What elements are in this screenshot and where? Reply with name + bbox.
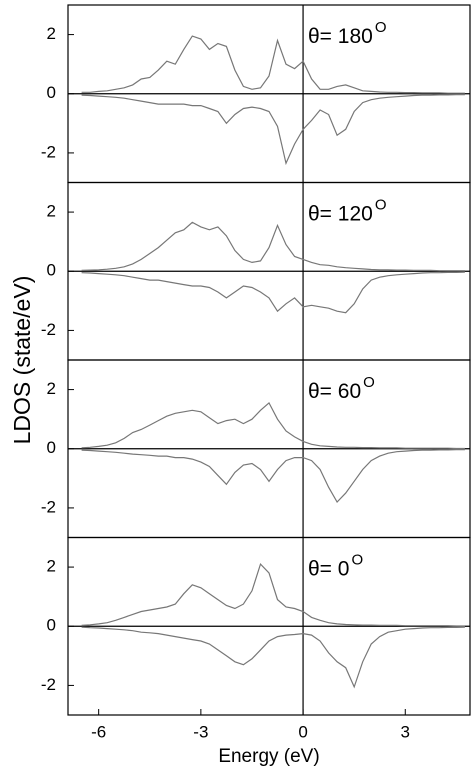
- annotation-text: θ= 0: [308, 557, 349, 580]
- y-tick-label: 0: [47, 616, 56, 635]
- annotation-text: θ= 120: [308, 202, 373, 225]
- y-tick-label: 0: [47, 261, 56, 280]
- x-tick-label: 0: [298, 722, 307, 741]
- annotation-superscript: O: [351, 551, 363, 568]
- annotation-text: θ= 60: [308, 380, 361, 403]
- panel-annotation: θ= 120 O: [308, 196, 387, 225]
- y-tick-label: 2: [47, 557, 56, 576]
- dos-line: [81, 221, 465, 272]
- y-tick-label: -2: [41, 497, 56, 516]
- dos-line: [81, 449, 465, 503]
- x-axis-label: Energy (eV): [218, 746, 319, 767]
- dos-line: [81, 626, 465, 689]
- y-tick-label: -2: [41, 142, 56, 161]
- y-tick-label: -2: [41, 320, 56, 339]
- y-tick-label: 2: [47, 202, 56, 221]
- y-tick-label: -2: [41, 675, 56, 694]
- dos-line: [81, 35, 465, 94]
- annotation-superscript: O: [375, 196, 387, 213]
- y-tick-label: 2: [47, 24, 56, 43]
- y-tick-label: 0: [47, 438, 56, 457]
- dos-line: [81, 271, 465, 314]
- x-tick-label: -3: [193, 722, 208, 741]
- y-tick-label: 2: [47, 379, 56, 398]
- dos-line: [81, 562, 465, 627]
- x-tick-label: 3: [401, 722, 410, 741]
- y-tick-label: 0: [47, 83, 56, 102]
- annotation-text: θ= 180: [308, 25, 373, 48]
- panel-annotation: θ= 60 O: [308, 374, 375, 403]
- x-tick-label: -6: [91, 722, 106, 741]
- annotation-superscript: O: [375, 19, 387, 36]
- dos-line: [81, 94, 465, 166]
- y-axis-label: LDOS (state/eV): [9, 276, 35, 445]
- annotation-superscript: O: [363, 374, 375, 391]
- dos-line: [81, 401, 465, 450]
- panel-annotation: θ= 180 O: [308, 19, 387, 48]
